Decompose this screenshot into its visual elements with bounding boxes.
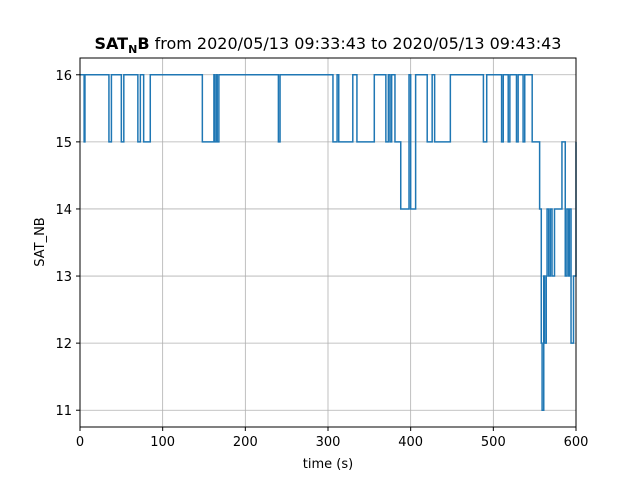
x-tick-label: 300 <box>316 435 341 450</box>
chart-title: SATNB from 2020/05/13 09:33:43 to 2020/0… <box>95 34 562 56</box>
y-tick-label: 14 <box>55 203 72 218</box>
x-tick-label: 200 <box>233 435 258 450</box>
title-main: SAT <box>95 34 129 53</box>
x-tick-label: 500 <box>481 435 506 450</box>
y-tick-label: 12 <box>55 337 72 352</box>
y-tick-label: 13 <box>55 270 72 285</box>
y-tick-label: 11 <box>55 404 72 419</box>
series-line-sat-nb <box>80 74 577 411</box>
y-tick-label: 15 <box>55 136 72 151</box>
y-axis-label: SAT_NB <box>33 217 48 266</box>
x-axis-label: time (s) <box>303 457 353 472</box>
series-layer <box>80 74 577 411</box>
x-tick-label: 600 <box>564 435 589 450</box>
y-axis: 11 12 13 14 15 16 <box>55 69 80 419</box>
x-tick-label: 0 <box>76 435 84 450</box>
title-subscript: N <box>128 43 137 56</box>
title-main-suffix: B <box>137 34 149 53</box>
title-date-range: from 2020/05/13 09:33:43 to 2020/05/13 0… <box>150 34 562 53</box>
x-axis: 0 100 200 300 400 500 600 <box>76 427 589 450</box>
x-tick-label: 100 <box>150 435 175 450</box>
y-tick-label: 16 <box>55 69 72 84</box>
x-tick-label: 400 <box>398 435 423 450</box>
